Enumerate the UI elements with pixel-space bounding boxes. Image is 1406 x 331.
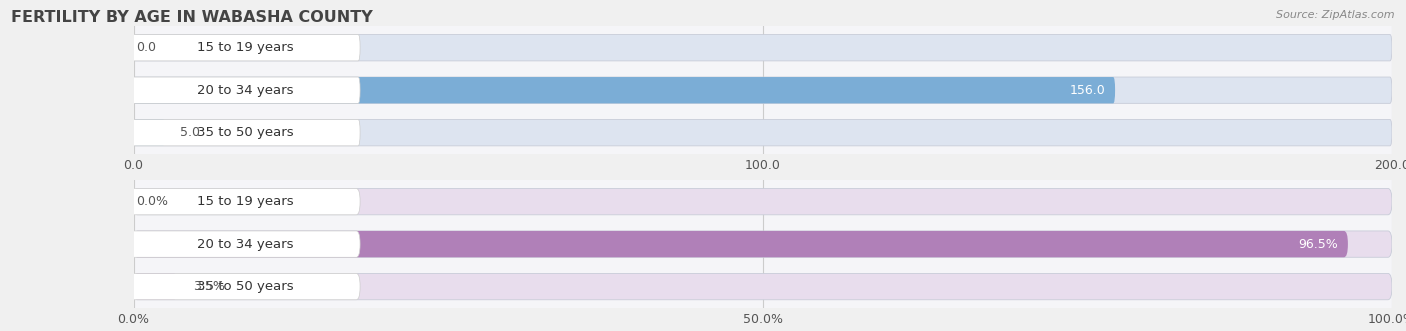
- Text: 35 to 50 years: 35 to 50 years: [197, 280, 294, 293]
- FancyBboxPatch shape: [128, 273, 360, 300]
- FancyBboxPatch shape: [128, 119, 360, 146]
- FancyBboxPatch shape: [134, 188, 1392, 215]
- FancyBboxPatch shape: [128, 34, 360, 61]
- Text: Source: ZipAtlas.com: Source: ZipAtlas.com: [1277, 10, 1395, 20]
- Text: 5.0: 5.0: [180, 126, 200, 139]
- Text: 15 to 19 years: 15 to 19 years: [197, 41, 294, 54]
- FancyBboxPatch shape: [134, 273, 1392, 300]
- FancyBboxPatch shape: [134, 231, 1348, 257]
- FancyBboxPatch shape: [134, 77, 1392, 103]
- Text: FERTILITY BY AGE IN WABASHA COUNTY: FERTILITY BY AGE IN WABASHA COUNTY: [11, 10, 373, 25]
- Text: 15 to 19 years: 15 to 19 years: [197, 195, 294, 208]
- Text: 0.0: 0.0: [136, 41, 156, 54]
- Text: 3.5%: 3.5%: [193, 280, 225, 293]
- FancyBboxPatch shape: [128, 188, 360, 215]
- FancyBboxPatch shape: [134, 119, 165, 146]
- Text: 20 to 34 years: 20 to 34 years: [197, 238, 294, 251]
- FancyBboxPatch shape: [128, 231, 360, 257]
- FancyBboxPatch shape: [134, 231, 1392, 257]
- Text: 35 to 50 years: 35 to 50 years: [197, 126, 294, 139]
- Text: 96.5%: 96.5%: [1298, 238, 1339, 251]
- Text: 156.0: 156.0: [1070, 84, 1105, 97]
- FancyBboxPatch shape: [128, 77, 360, 103]
- Text: 0.0%: 0.0%: [136, 195, 169, 208]
- FancyBboxPatch shape: [134, 77, 1115, 103]
- FancyBboxPatch shape: [134, 273, 177, 300]
- FancyBboxPatch shape: [134, 34, 1392, 61]
- FancyBboxPatch shape: [134, 119, 1392, 146]
- Text: 20 to 34 years: 20 to 34 years: [197, 84, 294, 97]
